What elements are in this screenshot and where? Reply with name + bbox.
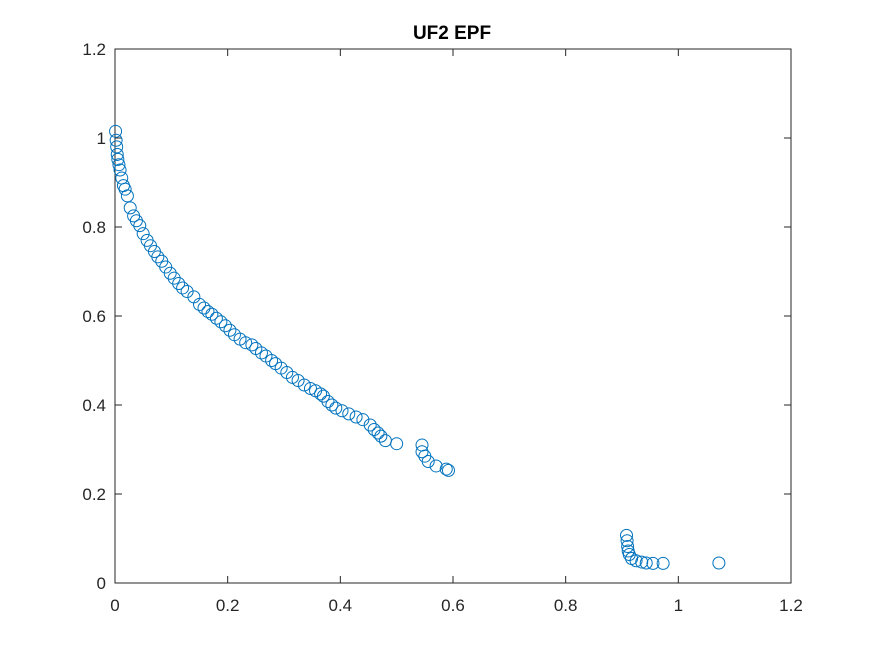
scatter-point xyxy=(321,394,335,408)
y-tick-label: 0.6 xyxy=(82,307,106,326)
scatter-point xyxy=(109,133,123,147)
x-tick-label: 1 xyxy=(674,596,683,615)
scatter-point xyxy=(439,462,453,476)
scatter-point xyxy=(118,182,132,196)
scatter-point xyxy=(218,319,232,333)
scatter-points xyxy=(109,124,726,570)
scatter-point xyxy=(314,387,328,401)
scatter-point xyxy=(374,429,388,443)
scatter-point xyxy=(205,307,219,321)
chart-title: UF2 EPF xyxy=(413,23,491,44)
scatter-point xyxy=(163,266,177,280)
x-axis: 0 0.2 0.4 0.6 0.8 1 1.2 xyxy=(110,49,803,615)
y-axis: 0 0.2 0.4 0.6 0.8 1 1.2 xyxy=(82,40,791,593)
y-tick-label: 0.8 xyxy=(82,218,106,237)
scatter-point xyxy=(356,413,370,427)
scatter-point xyxy=(209,311,223,325)
scatter-point xyxy=(136,227,150,241)
scatter-point xyxy=(390,437,404,451)
scatter-point xyxy=(109,124,123,138)
x-tick-label: 0.6 xyxy=(441,596,465,615)
scatter-point xyxy=(415,445,429,459)
plot-area xyxy=(114,48,792,584)
y-tick-label: 0.4 xyxy=(82,396,106,415)
scatter-point xyxy=(201,305,215,319)
scatter-point xyxy=(367,422,381,436)
scatter-point xyxy=(112,158,126,172)
scatter-point xyxy=(620,528,634,542)
scatter-point xyxy=(639,556,653,570)
y-tick-label: 1 xyxy=(97,129,106,148)
scatter-point xyxy=(646,556,660,570)
x-tick-label: 1.2 xyxy=(779,596,803,615)
scatter-point xyxy=(371,426,385,440)
y-tick-label: 0 xyxy=(97,574,106,593)
scatter-point xyxy=(656,556,670,570)
scatter-point xyxy=(335,404,349,418)
scatter-point xyxy=(151,250,165,264)
scatter-point xyxy=(123,201,137,215)
x-tick-label: 0.2 xyxy=(216,596,240,615)
x-tick-label: 0.4 xyxy=(329,596,353,615)
scatter-point xyxy=(329,401,343,415)
scatter-point xyxy=(342,407,356,421)
scatter-point xyxy=(110,140,124,154)
scatter-point xyxy=(111,152,125,166)
x-tick-label: 0 xyxy=(110,596,119,615)
scatter-point xyxy=(214,315,228,329)
y-tick-label: 1.2 xyxy=(82,40,106,59)
scatter-point xyxy=(133,219,147,233)
scatter-point xyxy=(172,277,186,291)
scatter-point xyxy=(193,297,206,311)
scatter-point xyxy=(265,354,279,367)
scatter-point xyxy=(180,285,194,299)
x-tick-label: 0.8 xyxy=(554,596,578,615)
scatter-point xyxy=(620,534,634,548)
scatter-point xyxy=(254,346,268,360)
scatter-point xyxy=(110,147,124,161)
scatter-point xyxy=(349,410,363,424)
scatter-point xyxy=(245,338,259,352)
scatter-point xyxy=(712,556,726,570)
scatter-point xyxy=(223,323,237,337)
scatter-point xyxy=(441,463,455,477)
y-tick-label: 0.2 xyxy=(82,485,106,504)
scatter-point xyxy=(621,540,635,554)
scatter-point xyxy=(421,455,435,469)
scatter-point xyxy=(113,163,127,177)
scatter-point xyxy=(239,336,253,350)
scatter-point xyxy=(297,378,311,392)
scatter-point xyxy=(629,554,643,568)
scatter-point xyxy=(363,418,377,432)
scatter-point xyxy=(197,301,211,315)
scatter-point xyxy=(176,281,190,295)
scatter-point xyxy=(325,398,339,412)
scatter-point xyxy=(120,189,134,203)
scatter-point xyxy=(429,459,443,473)
scatter-point xyxy=(635,555,649,569)
